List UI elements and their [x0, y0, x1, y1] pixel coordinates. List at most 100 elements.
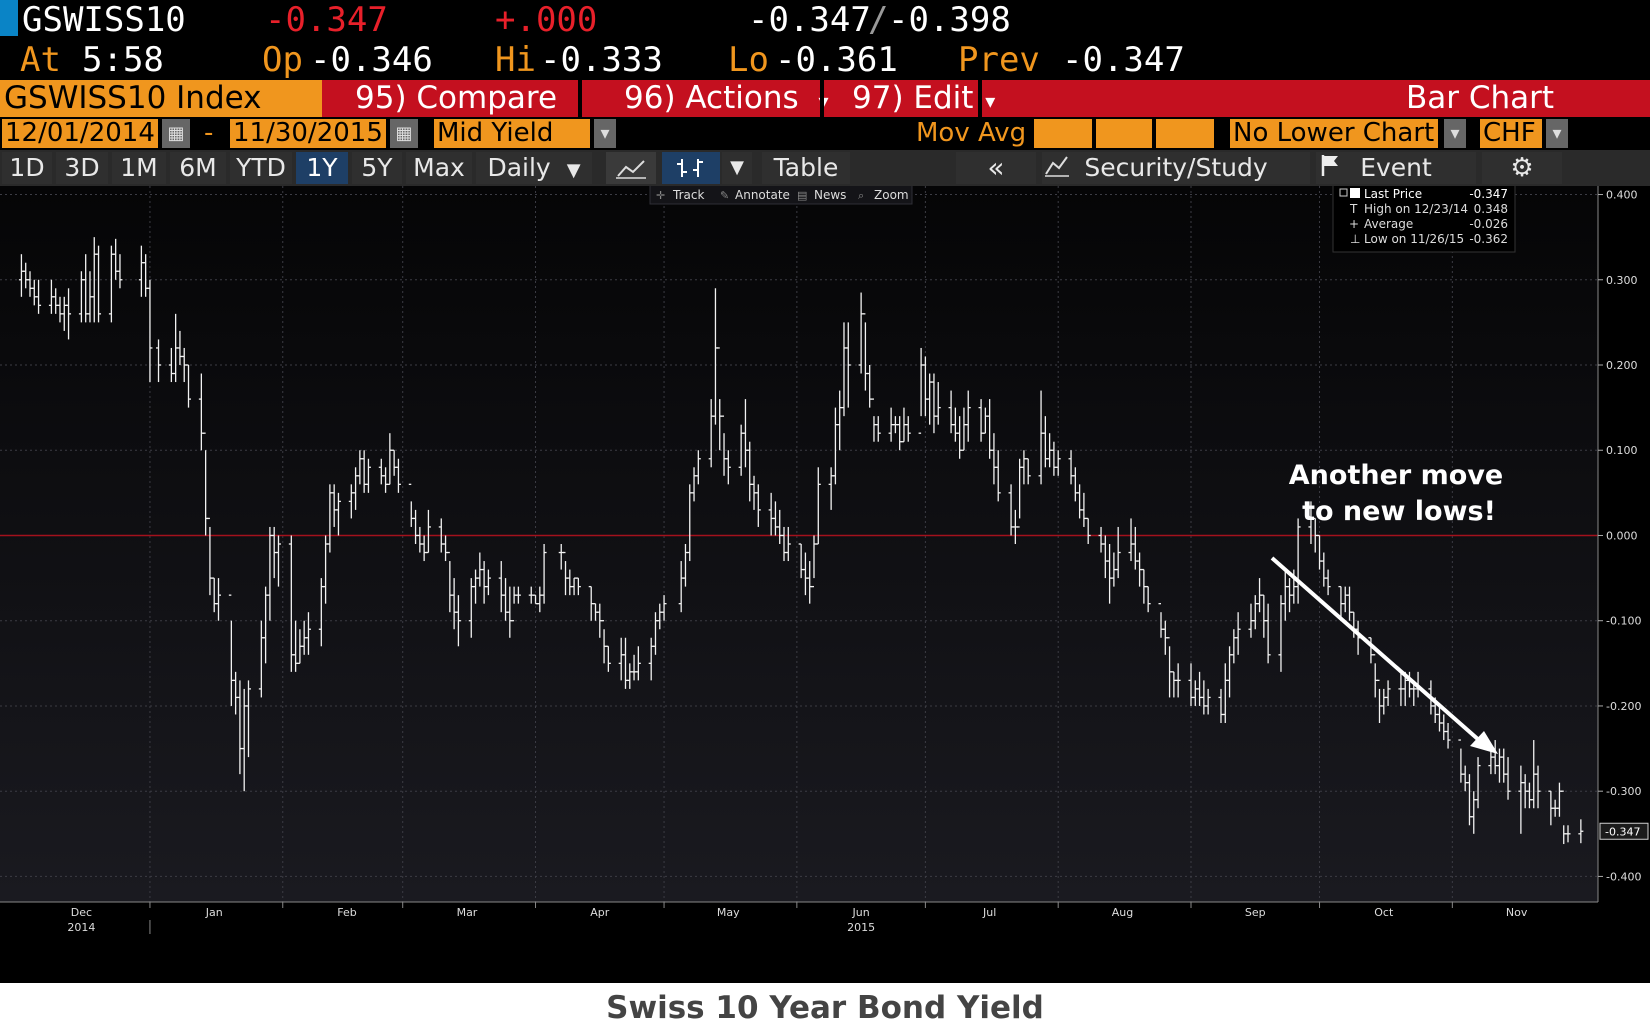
ohlc-bar — [1325, 569, 1331, 596]
gear-icon[interactable]: ⚙ — [1482, 152, 1562, 184]
y-tick-label: -0.400 — [1606, 870, 1641, 883]
mov-avg-label: Mov Avg — [916, 118, 1027, 148]
legend-box — [1332, 186, 1516, 253]
legend-value: -0.347 — [1469, 187, 1508, 201]
ohlc-bar — [1295, 518, 1301, 604]
line-chart-icon[interactable] — [606, 152, 656, 184]
end-date-field[interactable]: 11/30/2015 — [230, 119, 386, 148]
chart-settings-row: 12/01/2014 ▦ - 11/30/2015 ▦ Mid Yield ▾ … — [0, 117, 1650, 150]
chevron-down-icon[interactable]: ▾ — [594, 119, 616, 148]
period-1d[interactable]: 1D — [2, 152, 52, 184]
x-tick-label: Feb — [337, 906, 356, 919]
ohlc-bar — [1145, 585, 1151, 613]
ohlc-bar — [575, 577, 581, 596]
x-tick-label: Oct — [1374, 906, 1394, 919]
calendar-icon[interactable]: ▦ — [162, 119, 190, 148]
security-study-label: Security/Study — [1084, 153, 1268, 182]
prev-value: -0.347 — [1062, 40, 1185, 80]
collapse-icon[interactable]: « — [956, 152, 1036, 184]
x-tick-label: Apr — [590, 906, 610, 919]
legend-label: Last Price — [1364, 187, 1422, 201]
x-tick-label: Jan — [205, 906, 223, 919]
high-value: -0.333 — [540, 40, 663, 80]
ohlc-bar — [605, 645, 611, 672]
currency-select[interactable]: CHF — [1480, 119, 1542, 148]
ohlc-bar — [815, 467, 821, 545]
ticker: GSWISS10 — [22, 0, 186, 40]
news-tool[interactable]: ▤ News — [797, 188, 846, 202]
legend-expand-icon — [1339, 188, 1348, 197]
track-tool[interactable]: ✛ Track — [656, 188, 704, 202]
legend-value: 0.348 — [1474, 202, 1508, 216]
zoom-tool[interactable]: ⌕ Zoom — [858, 188, 909, 202]
high-marker-icon: T — [1349, 202, 1358, 216]
y-tick-label: -0.200 — [1606, 700, 1641, 713]
legend-swatch — [1350, 188, 1360, 198]
last-price-tag-text: -0.347 — [1605, 825, 1640, 838]
news-icon: ▤ — [797, 189, 807, 202]
chart-type-label: Bar Chart — [1406, 80, 1555, 116]
ohlc-bar — [66, 288, 72, 340]
ohlc-bar — [1175, 663, 1181, 698]
quote-row-1: GSWISS10 -0.347 +.000 -0.347 / -0.398 — [0, 0, 1650, 40]
ask-value: -0.398 — [888, 0, 1011, 40]
y-tick-label: 0.300 — [1606, 274, 1638, 287]
ohlc-bar — [661, 595, 667, 621]
last-price-tag-box — [1599, 822, 1649, 840]
ohlc-bar — [1025, 458, 1031, 485]
mov-avg-field-2[interactable] — [1096, 119, 1152, 148]
period-5y[interactable]: 5Y — [352, 152, 402, 184]
ohlc-bar — [635, 646, 641, 681]
chart-tool-strip: ✛ Track ✎ Annotate ▤ News ⌕ Zoom — [649, 186, 913, 205]
table-button[interactable]: Table — [762, 152, 850, 184]
yield-type-select[interactable]: Mid Yield — [434, 119, 590, 148]
x-tick-label: May — [717, 906, 740, 919]
ohlc-bar — [541, 544, 547, 604]
x-year-label: 2015 — [847, 921, 875, 934]
crosshair-icon: ✛ — [656, 189, 665, 202]
ohlc-bar — [1505, 757, 1511, 800]
actions-menu[interactable]: 96) Actions ▾ — [624, 80, 829, 117]
mov-avg-field-1[interactable] — [1034, 119, 1092, 148]
security-study-button[interactable]: Security/Study — [1042, 152, 1310, 184]
y-tick-label: 0.400 — [1606, 189, 1638, 202]
bloomberg-terminal: GSWISS10 -0.347 +.000 -0.347 / -0.398 At… — [0, 0, 1650, 983]
period-ytd[interactable]: YTD — [230, 152, 292, 184]
ohlc-bar — [1475, 757, 1481, 809]
bar-chart[interactable]: 0.400 0.300 0.200 0.100 0.000 -0.100 -0.200 -0.… — [0, 186, 1650, 983]
net-change: +.000 — [495, 0, 598, 40]
period-1y[interactable]: 1Y — [296, 152, 348, 184]
figure-caption: Swiss 10 Year Bond Yield — [606, 990, 1044, 1026]
period-6m[interactable]: 6M — [170, 152, 226, 184]
magnifier-icon: ⌕ — [858, 189, 864, 202]
start-date-field[interactable]: 12/01/2014 — [2, 119, 158, 148]
event-button[interactable]: Event — [1316, 152, 1476, 184]
period-max[interactable]: Max — [406, 152, 472, 184]
security-name[interactable]: GSWISS10 Index — [0, 80, 322, 117]
x-tick-label: Sep — [1245, 906, 1266, 919]
ohlc-bar — [1578, 819, 1584, 844]
ohlc-bar — [845, 322, 851, 408]
frequency-select[interactable]: Daily ▼ — [476, 152, 592, 184]
bar-chart-icon[interactable] — [662, 152, 720, 184]
x-tick-label: Nov — [1506, 906, 1528, 919]
annotate-tool[interactable]: ✎ Annotate — [720, 188, 790, 202]
chevron-down-icon[interactable]: ▾ — [1444, 119, 1466, 148]
mov-avg-field-3[interactable] — [1156, 119, 1214, 148]
annotation-line-2: to new lows! — [1302, 496, 1496, 527]
edit-menu[interactable]: 97) Edit ▾ — [852, 80, 995, 117]
ohlc-bar — [335, 492, 341, 536]
edit-dropdown-icon: ▾ — [985, 89, 996, 113]
period-1m[interactable]: 1M — [112, 152, 166, 184]
menu-divider — [978, 80, 982, 117]
compare-menu[interactable]: 95) Compare — [355, 80, 558, 116]
calendar-icon[interactable]: ▦ — [390, 119, 418, 148]
lower-chart-select[interactable]: No Lower Chart — [1230, 119, 1438, 148]
ohlc-bar — [395, 458, 401, 493]
chevron-down-icon[interactable]: ▾ — [1546, 119, 1568, 148]
chevron-down-icon[interactable]: ▼ — [722, 152, 752, 184]
x-tick-label: Mar — [457, 906, 478, 919]
ohlc-bar — [305, 612, 311, 655]
ohlc-bar — [455, 595, 461, 647]
period-3d[interactable]: 3D — [56, 152, 108, 184]
